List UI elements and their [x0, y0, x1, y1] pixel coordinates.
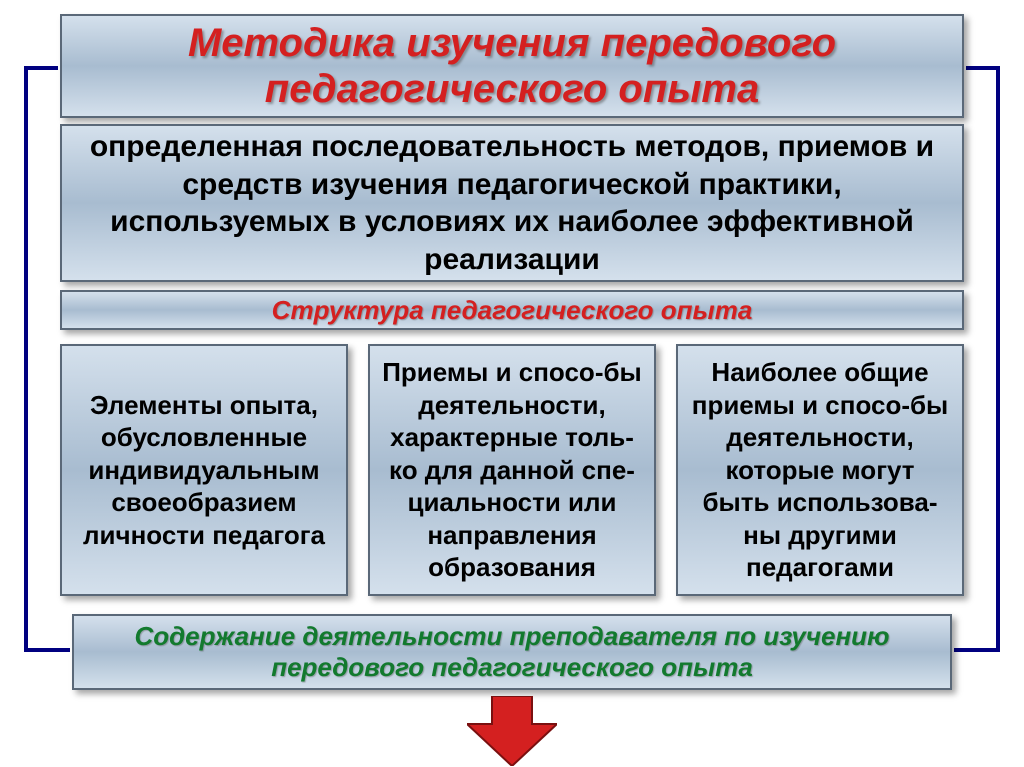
bracket-right-vert	[996, 66, 1000, 652]
footer-panel: Содержание деятельности преподавателя по…	[72, 614, 952, 690]
column-2-text: Приемы и спосо-бы деятельности, характер…	[382, 356, 642, 584]
definition-panel: определенная последовательность методов,…	[60, 124, 964, 282]
column-1-text: Элементы опыта, обусловленные индивидуал…	[74, 389, 334, 552]
definition-text: определенная последовательность методов,…	[80, 128, 944, 278]
bracket-left-vert	[24, 66, 28, 652]
bracket-right-top	[966, 66, 1000, 70]
bracket-left-top	[24, 66, 58, 70]
arrow-down-icon	[467, 696, 557, 766]
column-3: Наиболее общие приемы и спосо-бы деятель…	[676, 344, 964, 596]
title-text: Методика изучения передового педагогичес…	[102, 20, 922, 112]
column-1: Элементы опыта, обусловленные индивидуал…	[60, 344, 348, 596]
column-2: Приемы и спосо-бы деятельности, характер…	[368, 344, 656, 596]
structure-header-text: Структура педагогического опыта	[272, 295, 753, 326]
column-3-text: Наиболее общие приемы и спосо-бы деятель…	[690, 356, 950, 584]
bracket-left-bot	[24, 648, 70, 652]
title-panel: Методика изучения передового педагогичес…	[60, 14, 964, 118]
footer-text: Содержание деятельности преподавателя по…	[94, 621, 930, 683]
structure-header-panel: Структура педагогического опыта	[60, 290, 964, 330]
bracket-right-bot	[954, 648, 1000, 652]
